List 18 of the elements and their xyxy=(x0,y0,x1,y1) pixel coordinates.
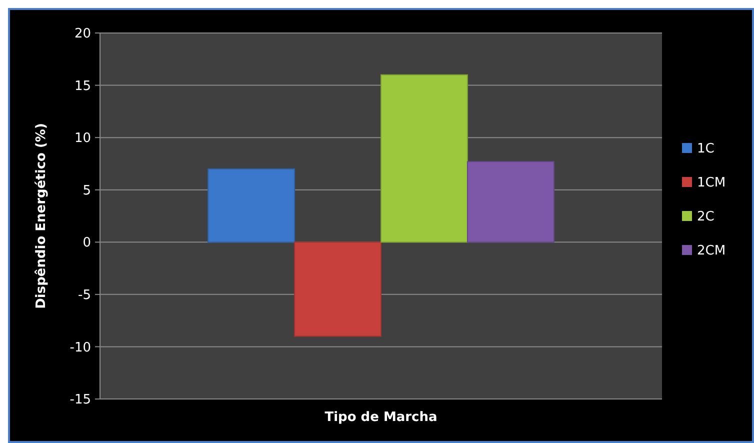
x-axis-title: Tipo de Marcha xyxy=(324,410,438,425)
y-tick-label: 10 xyxy=(74,131,91,146)
legend-label: 2CM xyxy=(697,244,726,259)
y-tick-label: -10 xyxy=(70,340,91,356)
legend-label: 1CM xyxy=(697,176,726,191)
y-tick-label: -15 xyxy=(70,392,91,408)
legend-label: 2C xyxy=(697,210,714,225)
bar xyxy=(208,168,296,243)
y-tick-label: -5 xyxy=(78,288,91,303)
legend-label: 1C xyxy=(697,142,714,157)
y-axis-title: Dispêndio Energético (%) xyxy=(34,123,49,309)
bar xyxy=(294,242,382,337)
y-tick-label: 0 xyxy=(82,236,91,251)
y-tick-label: 5 xyxy=(82,183,91,198)
bar xyxy=(466,161,554,243)
bar xyxy=(380,74,468,243)
y-tick-label: 20 xyxy=(74,26,91,42)
y-tick-label: 15 xyxy=(74,78,91,94)
